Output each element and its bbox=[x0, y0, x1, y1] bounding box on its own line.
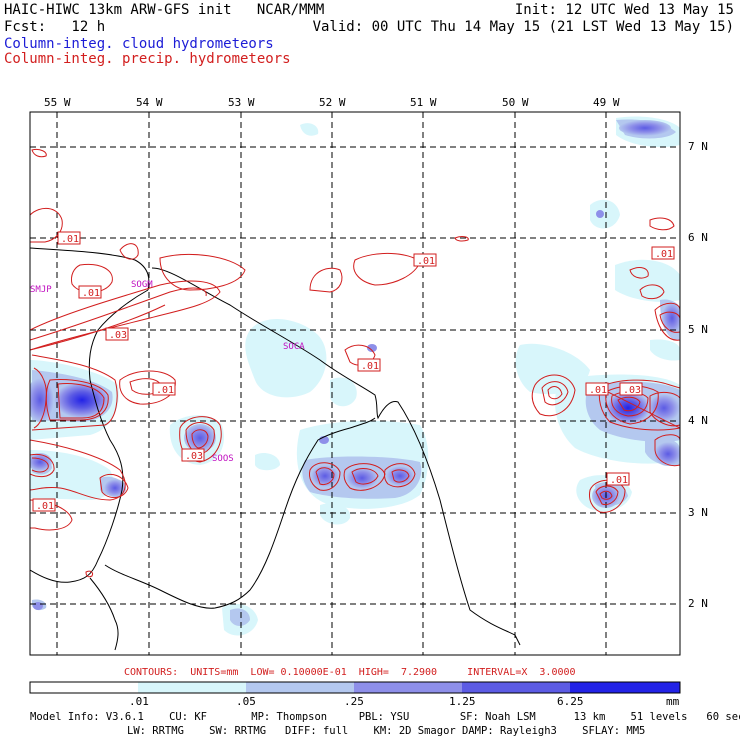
lat-lon-grid bbox=[30, 112, 680, 655]
lon-label-50w: 50 W bbox=[502, 96, 529, 109]
svg-text:.03: .03 bbox=[109, 330, 127, 341]
contour-label: .01 bbox=[32, 498, 56, 512]
contour-label: .03 bbox=[619, 382, 643, 396]
plot-frame bbox=[29, 111, 681, 656]
contour-label: .01 bbox=[357, 358, 381, 372]
station-sogm: SOGM bbox=[131, 280, 153, 290]
forecast-hour: Fcst: 12 h bbox=[4, 19, 106, 35]
lat-label-2n: 2 N bbox=[688, 597, 708, 610]
lon-label-49w: 49 W bbox=[593, 96, 620, 109]
contour-label: .01 bbox=[57, 231, 81, 245]
contour-label: .03 bbox=[105, 327, 129, 341]
svg-text:.01: .01 bbox=[361, 361, 379, 372]
colorbar-tick: .01 bbox=[129, 695, 149, 708]
contours-info: CONTOURS: UNITS=mm LOW= 0.10000E-01 HIGH… bbox=[124, 667, 576, 678]
contour-label: .03 bbox=[181, 448, 205, 462]
svg-text:.03: .03 bbox=[623, 385, 641, 396]
model-info-line1: Model Info: V3.6.1 CU: KF MP: Thompson P… bbox=[30, 711, 740, 723]
valid-time: Valid: 00 UTC Thu 14 May 15 (21 LST Wed … bbox=[312, 19, 734, 35]
legend-cloud-hydrometeors: Column-integ. cloud hydrometeors bbox=[4, 36, 274, 52]
lon-label-55w: 55 W bbox=[44, 96, 71, 109]
contour-label: .01 bbox=[585, 382, 609, 396]
coastlines-borders bbox=[30, 247, 521, 651]
station-soos: SOOS bbox=[212, 454, 234, 464]
svg-text:.01: .01 bbox=[589, 385, 607, 396]
colorbar-tick: 6.25 bbox=[557, 695, 584, 708]
cloud-shading-light bbox=[30, 116, 680, 636]
svg-text:.01: .01 bbox=[610, 475, 628, 486]
svg-text:.01: .01 bbox=[655, 249, 673, 260]
contour-label: .01 bbox=[413, 253, 437, 267]
contour-value-labels: .01 .01 .03 .01 .03 .01 .01 .01 .01 .03 … bbox=[32, 231, 675, 512]
contour-label: .01 bbox=[651, 246, 675, 260]
init-time: Init: 12 UTC Wed 13 May 15 bbox=[514, 2, 734, 18]
lon-label-54w: 54 W bbox=[136, 96, 163, 109]
station-smjp: SMJP bbox=[30, 285, 52, 295]
station-soca: SOCA bbox=[283, 342, 305, 352]
lat-label-7n: 7 N bbox=[688, 140, 708, 153]
colorbar-tick: .05 bbox=[236, 695, 256, 708]
colorbar bbox=[29, 681, 681, 694]
contour-label: .01 bbox=[78, 285, 102, 299]
contour-label: .01 bbox=[606, 472, 630, 486]
svg-text:.01: .01 bbox=[82, 288, 100, 299]
colorbar-tick: .25 bbox=[344, 695, 364, 708]
plot-area: .01 .01 .03 .01 .03 .01 .01 .01 .01 .03 … bbox=[30, 112, 680, 655]
lon-label-53w: 53 W bbox=[228, 96, 255, 109]
colorbar-tick: 1.25 bbox=[449, 695, 476, 708]
svg-text:.01: .01 bbox=[156, 385, 174, 396]
lat-label-3n: 3 N bbox=[688, 506, 708, 519]
cloud-cores bbox=[30, 120, 680, 610]
svg-text:.01: .01 bbox=[36, 501, 54, 512]
lat-label-4n: 4 N bbox=[688, 414, 708, 427]
station-labels: SMJP SOGM SOCA SOOS bbox=[30, 280, 305, 464]
svg-text:.01: .01 bbox=[61, 234, 79, 245]
lat-label-5n: 5 N bbox=[688, 323, 708, 336]
svg-text:.01: .01 bbox=[417, 256, 435, 267]
title-line1-left: HAIC-HIWC 13km ARW-GFS init NCAR/MMM bbox=[4, 2, 325, 18]
axis-ticks bbox=[56, 112, 607, 116]
contour-label: .01 bbox=[152, 382, 176, 396]
legend-precip-hydrometeors: Column-integ. precip. hydrometeors bbox=[4, 51, 291, 67]
model-info-line2: LW: RRTMG SW: RRTMG DIFF: full KM: 2D Sm… bbox=[127, 725, 646, 737]
lon-label-51w: 51 W bbox=[410, 96, 437, 109]
svg-text:.03: .03 bbox=[185, 451, 203, 462]
lat-label-6n: 6 N bbox=[688, 231, 708, 244]
lon-label-52w: 52 W bbox=[319, 96, 346, 109]
colorbar-unit: mm bbox=[666, 695, 680, 708]
